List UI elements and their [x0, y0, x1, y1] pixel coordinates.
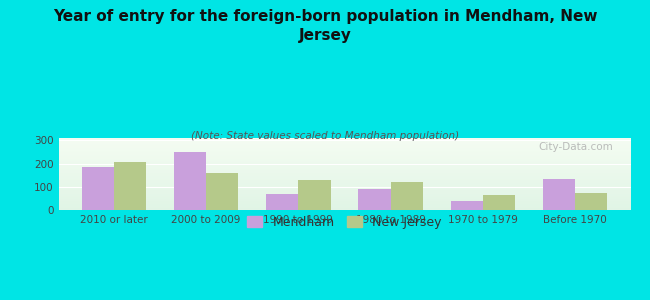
Bar: [358, 189, 391, 210]
Bar: [543, 179, 575, 210]
Bar: [391, 182, 423, 210]
Bar: [174, 152, 206, 210]
Bar: [298, 180, 331, 210]
Bar: [575, 193, 608, 210]
Bar: [114, 162, 146, 210]
Legend: Mendham, New Jersey: Mendham, New Jersey: [242, 211, 447, 234]
Bar: [206, 173, 239, 210]
Bar: [450, 201, 483, 210]
Bar: [266, 194, 298, 210]
Bar: [483, 195, 515, 210]
Text: Year of entry for the foreign-born population in Mendham, New
Jersey: Year of entry for the foreign-born popul…: [53, 9, 597, 43]
Text: (Note: State values scaled to Mendham population): (Note: State values scaled to Mendham po…: [191, 130, 459, 140]
Bar: [81, 167, 114, 210]
Text: City-Data.com: City-Data.com: [539, 142, 614, 152]
